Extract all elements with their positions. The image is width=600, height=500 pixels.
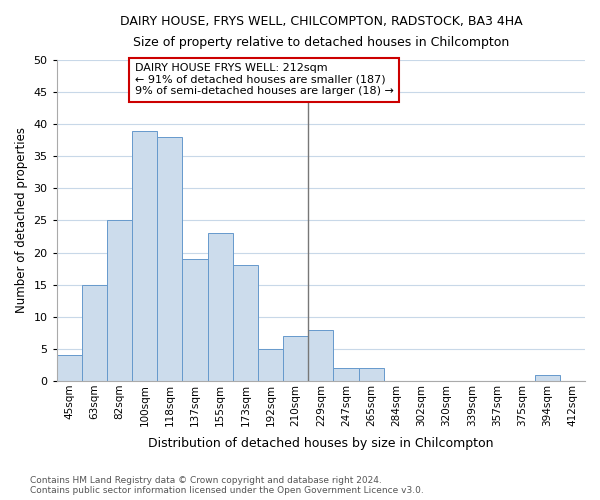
Bar bbox=[308, 330, 334, 381]
Bar bbox=[182, 259, 208, 381]
Bar bbox=[208, 234, 233, 381]
Bar bbox=[359, 368, 384, 381]
Text: DAIRY HOUSE FRYS WELL: 212sqm
← 91% of detached houses are smaller (187)
9% of s: DAIRY HOUSE FRYS WELL: 212sqm ← 91% of d… bbox=[134, 63, 394, 96]
Bar bbox=[283, 336, 308, 381]
Bar bbox=[157, 137, 182, 381]
Title: DAIRY HOUSE, FRYS WELL, CHILCOMPTON, RADSTOCK, BA3 4HA
Size of property relative: DAIRY HOUSE, FRYS WELL, CHILCOMPTON, RAD… bbox=[119, 15, 522, 49]
Bar bbox=[233, 266, 258, 381]
Bar bbox=[57, 356, 82, 381]
Text: Contains HM Land Registry data © Crown copyright and database right 2024.
Contai: Contains HM Land Registry data © Crown c… bbox=[30, 476, 424, 495]
Bar bbox=[535, 374, 560, 381]
X-axis label: Distribution of detached houses by size in Chilcompton: Distribution of detached houses by size … bbox=[148, 437, 494, 450]
Y-axis label: Number of detached properties: Number of detached properties bbox=[15, 128, 28, 314]
Bar bbox=[334, 368, 359, 381]
Bar bbox=[82, 284, 107, 381]
Bar bbox=[107, 220, 132, 381]
Bar bbox=[258, 349, 283, 381]
Bar bbox=[132, 130, 157, 381]
